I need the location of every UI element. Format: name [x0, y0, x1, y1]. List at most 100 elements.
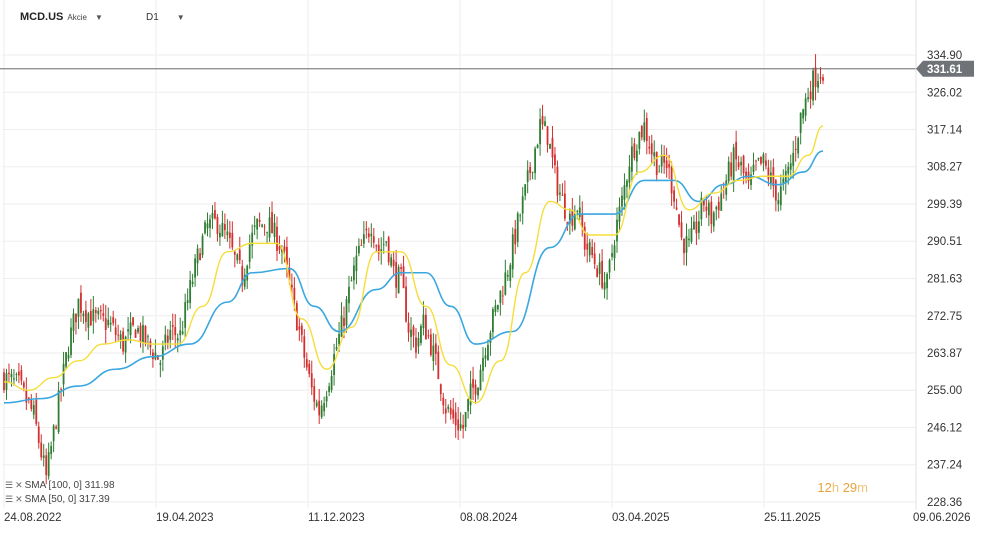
candle-body [631, 146, 633, 172]
candle-body [99, 309, 102, 312]
candle-body [514, 229, 517, 245]
candle-body [819, 77, 822, 79]
candle-body [454, 412, 457, 426]
candle-body [67, 354, 70, 359]
candle-body [720, 193, 723, 211]
candle-body [678, 214, 680, 225]
candle-body [700, 197, 703, 220]
candle-body [432, 345, 435, 362]
countdown-minutes-unit: m [857, 480, 868, 495]
candle-body [75, 313, 77, 323]
candle-body [8, 372, 10, 375]
candle-body [221, 222, 224, 237]
candle-body [705, 206, 708, 211]
candle-body [817, 81, 819, 88]
indicator-sma100[interactable]: ☰ ✕ SMA [100, 0] 311.98 [5, 480, 115, 491]
candle-body [228, 232, 231, 239]
candle-body [129, 322, 132, 336]
candle-body [807, 97, 810, 100]
candle-body [50, 445, 53, 455]
candle-body [94, 310, 97, 313]
sma100-line [3, 150, 824, 404]
indicator-settings-icon[interactable]: ☰ [5, 480, 14, 490]
x-tick-label: 25.11.2025 [764, 512, 821, 524]
x-tick-label: 24.08.2022 [4, 512, 62, 524]
candle-body [25, 389, 28, 403]
candle-body [367, 233, 370, 237]
candle-body [60, 389, 62, 390]
candle-body [688, 238, 690, 241]
candle-body [621, 195, 623, 207]
candle-body [707, 202, 710, 216]
candle-body [382, 244, 385, 246]
candle-body [216, 216, 219, 234]
candle-body [591, 246, 594, 255]
candle-body [695, 221, 698, 234]
candle-body [35, 399, 38, 424]
symbol-selector[interactable]: MCD.US Akcie ▼ [20, 11, 103, 23]
candle-body [487, 344, 489, 361]
candle-body [482, 357, 484, 371]
candle-body [596, 268, 599, 277]
candle-body [814, 67, 817, 87]
candle-body [392, 259, 395, 267]
candle-body [710, 201, 713, 225]
candle-body [104, 318, 107, 330]
candle-body [521, 196, 524, 214]
candle-body [690, 228, 693, 242]
candle-body [752, 164, 755, 173]
candle-body [156, 355, 159, 360]
candle-body [583, 226, 586, 250]
candle-body [516, 213, 519, 242]
candle-body [509, 264, 512, 281]
candle-body [822, 77, 824, 81]
candle-body [362, 234, 365, 244]
candle-body [529, 166, 532, 174]
candle-body [313, 386, 316, 402]
close-icon[interactable]: ✕ [15, 494, 23, 504]
candle-body [611, 253, 613, 257]
candle-body [402, 266, 405, 289]
candle-body [449, 407, 452, 415]
candle-body [658, 171, 661, 173]
candle-body [472, 379, 474, 388]
candle-body [370, 233, 373, 237]
close-icon[interactable]: ✕ [15, 480, 23, 490]
candle-body [77, 298, 80, 317]
candle-body [308, 363, 311, 374]
candle-body [648, 146, 651, 149]
candle-body [281, 248, 283, 253]
candle-body [717, 201, 720, 211]
candle-body [72, 313, 75, 331]
candle-body [551, 137, 554, 158]
indicator-settings-icon[interactable]: ☰ [5, 494, 14, 504]
candle-body [298, 326, 301, 330]
candle-body [37, 426, 40, 443]
candle-body [546, 126, 549, 145]
indicator-label: SMA [100, 0] 311.98 [24, 480, 115, 491]
candle-body [797, 138, 800, 154]
candle-body [774, 180, 777, 201]
candle-body [372, 236, 375, 243]
candle-body [97, 310, 100, 315]
x-axis[interactable]: 24.08.2022 19.04.2023 11.12.2023 08.08.2024… [4, 512, 971, 524]
candle-body [643, 122, 646, 141]
candle-body [209, 219, 211, 229]
chevron-down-icon: ▼ [176, 13, 185, 22]
indicator-sma50[interactable]: ☰ ✕ SMA [50, 0] 317.39 [5, 494, 110, 505]
candle-body [410, 329, 412, 337]
grid-lines [2, 0, 917, 508]
y-axis[interactable]: 334.90 326.02 317.14 308.27 299.39 290.51 281.… [915, 0, 963, 510]
candle-body [606, 273, 608, 289]
candle-body [330, 375, 333, 391]
timeframe-selector[interactable]: D1 ▼ [146, 12, 185, 23]
candle-body [119, 334, 122, 342]
candle-body [588, 242, 591, 256]
candle-body [13, 378, 15, 380]
candle-body [161, 346, 164, 360]
candle-body [236, 254, 239, 261]
candle-body [504, 272, 507, 295]
candle-body [142, 324, 144, 343]
candle-body [89, 310, 92, 326]
